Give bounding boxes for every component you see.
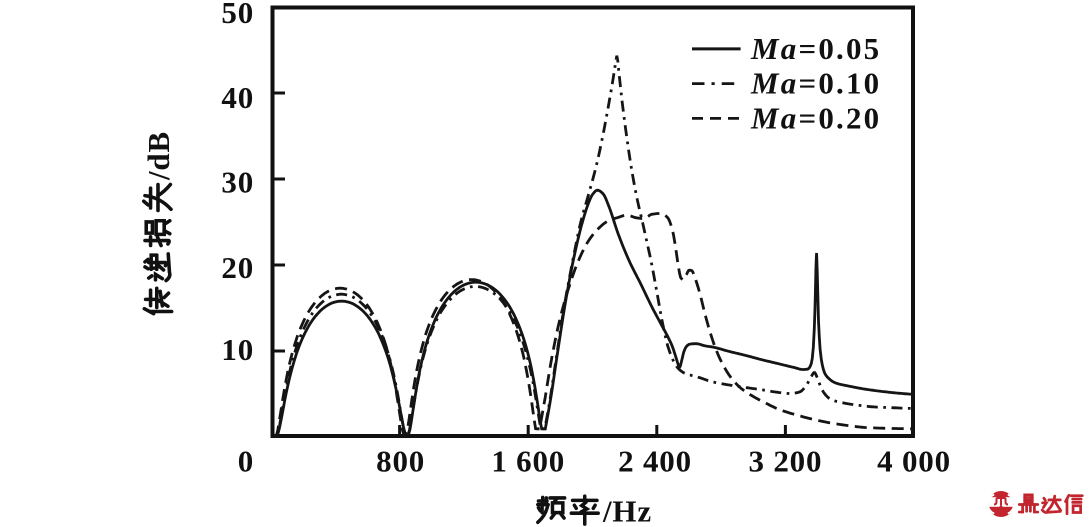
svg-text:20: 20 xyxy=(221,250,254,285)
svg-text:10: 10 xyxy=(221,332,254,367)
svg-text:/dB: /dB xyxy=(141,131,176,181)
svg-text:2 400: 2 400 xyxy=(618,444,692,479)
svg-text:Ma=0.05: Ma=0.05 xyxy=(750,31,881,66)
svg-text:3 200: 3 200 xyxy=(749,444,823,479)
svg-text:0: 0 xyxy=(238,444,254,479)
svg-text:4 000: 4 000 xyxy=(877,444,951,479)
svg-text:30: 30 xyxy=(221,165,254,200)
svg-text:50: 50 xyxy=(221,0,254,30)
svg-text:40: 40 xyxy=(221,80,254,115)
svg-text:/Hz: /Hz xyxy=(602,494,652,527)
svg-text:800: 800 xyxy=(376,444,425,479)
svg-text:Ma=0.20: Ma=0.20 xyxy=(750,100,881,135)
svg-text:1 600: 1 600 xyxy=(491,444,565,479)
svg-text:Ma=0.10: Ma=0.10 xyxy=(750,66,881,101)
